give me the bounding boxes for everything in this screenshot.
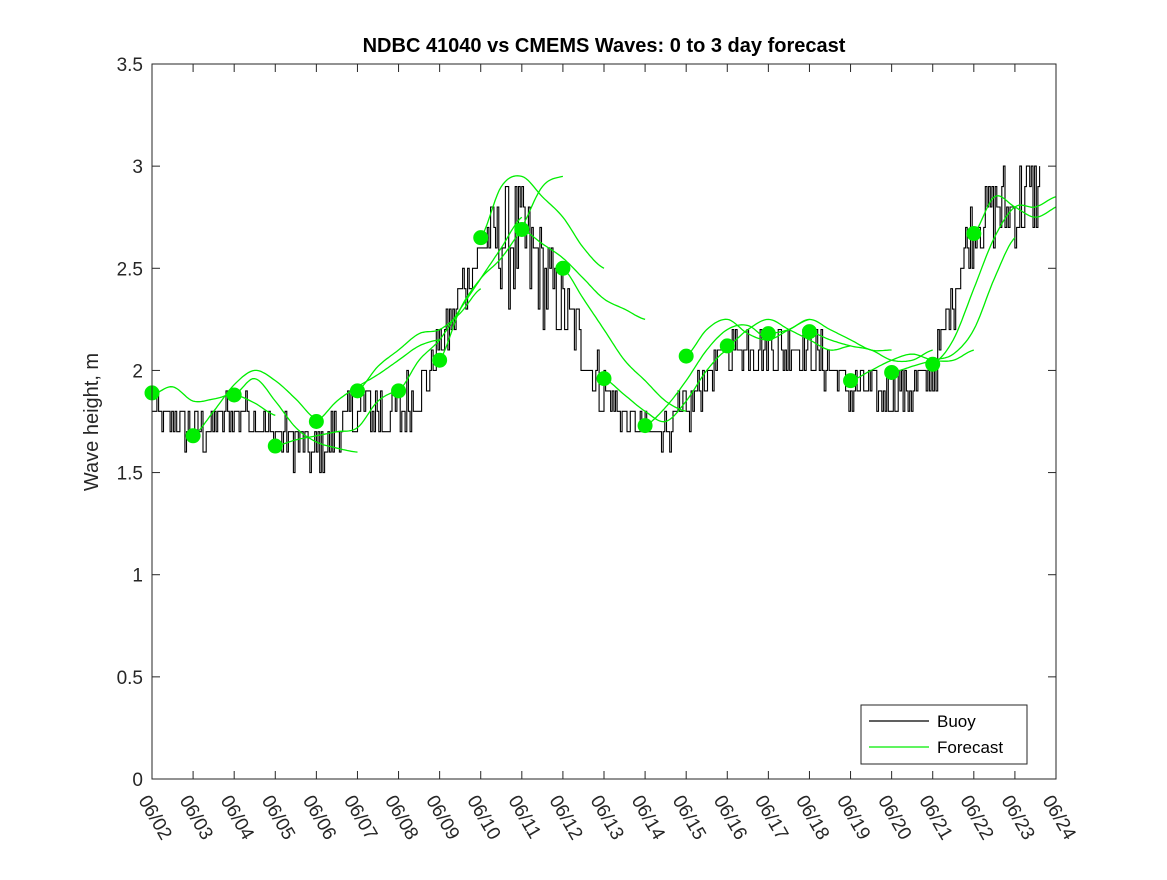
forecast-run-line bbox=[891, 237, 1016, 374]
forecast-analysis-point bbox=[843, 373, 859, 389]
y-tick-label: 0.5 bbox=[117, 668, 143, 689]
y-axis-label: Wave height, m bbox=[81, 353, 103, 491]
forecast-analysis-point bbox=[596, 371, 612, 387]
forecast-run-line bbox=[233, 377, 358, 453]
chart-title: NDBC 41040 vs CMEMS Waves: 0 to 3 day fo… bbox=[363, 35, 846, 57]
forecast-analysis-point bbox=[760, 326, 776, 342]
forecast-analysis-point bbox=[884, 364, 900, 380]
forecast-analysis-point bbox=[267, 438, 283, 454]
forecast-run-line bbox=[439, 175, 564, 361]
y-tick-label: 2.5 bbox=[117, 259, 143, 280]
forecast-run-line bbox=[316, 339, 440, 423]
legend: Buoy Forecast bbox=[860, 704, 1028, 765]
forecast-analysis-point bbox=[432, 352, 448, 368]
forecast-run-line bbox=[275, 390, 399, 447]
y-tick-label: 1 bbox=[132, 566, 143, 587]
forecast-run-line bbox=[357, 288, 482, 392]
forecast-run-line bbox=[973, 195, 1057, 235]
forecast-analysis-point bbox=[555, 260, 571, 276]
forecast-analysis-point bbox=[185, 428, 201, 444]
forecast-analysis-point bbox=[226, 387, 242, 403]
forecast-analysis-point bbox=[801, 324, 817, 340]
forecast-run-line bbox=[192, 369, 317, 437]
forecast-analysis-point bbox=[925, 356, 941, 372]
forecast-analysis-point bbox=[391, 383, 407, 399]
forecast-run-line bbox=[644, 324, 769, 427]
forecast-run-line bbox=[480, 175, 605, 269]
forecast-analysis-point bbox=[678, 348, 694, 364]
plot-area bbox=[144, 165, 1057, 474]
forecast-run-line bbox=[809, 330, 933, 363]
y-tick-label: 3.5 bbox=[117, 55, 143, 76]
legend-forecast-label: Forecast bbox=[937, 738, 1003, 757]
forecast-analysis-point bbox=[514, 221, 530, 237]
y-tick-label: 2 bbox=[132, 361, 143, 382]
legend-box bbox=[860, 704, 1028, 765]
forecast-analysis-point bbox=[473, 230, 489, 246]
y-tick-label: 3 bbox=[132, 157, 143, 178]
forecast-run-line bbox=[932, 196, 1057, 365]
forecast-analysis-point bbox=[349, 383, 365, 399]
forecast-run-line bbox=[562, 267, 687, 412]
forecast-run-line bbox=[603, 349, 728, 423]
legend-buoy-label: Buoy bbox=[937, 712, 976, 731]
forecast-analysis-point bbox=[966, 226, 982, 242]
forecast-run-line bbox=[151, 386, 276, 417]
buoy-line bbox=[152, 165, 1041, 474]
forecast-run-line bbox=[521, 228, 646, 321]
y-tick-label: 0 bbox=[132, 770, 143, 791]
forecast-analysis-point bbox=[719, 338, 735, 354]
forecast-analysis-point bbox=[308, 414, 324, 429]
y-tick-label: 1.5 bbox=[117, 464, 143, 485]
forecast-analysis-point bbox=[637, 418, 653, 434]
forecast-run-line bbox=[850, 349, 975, 382]
